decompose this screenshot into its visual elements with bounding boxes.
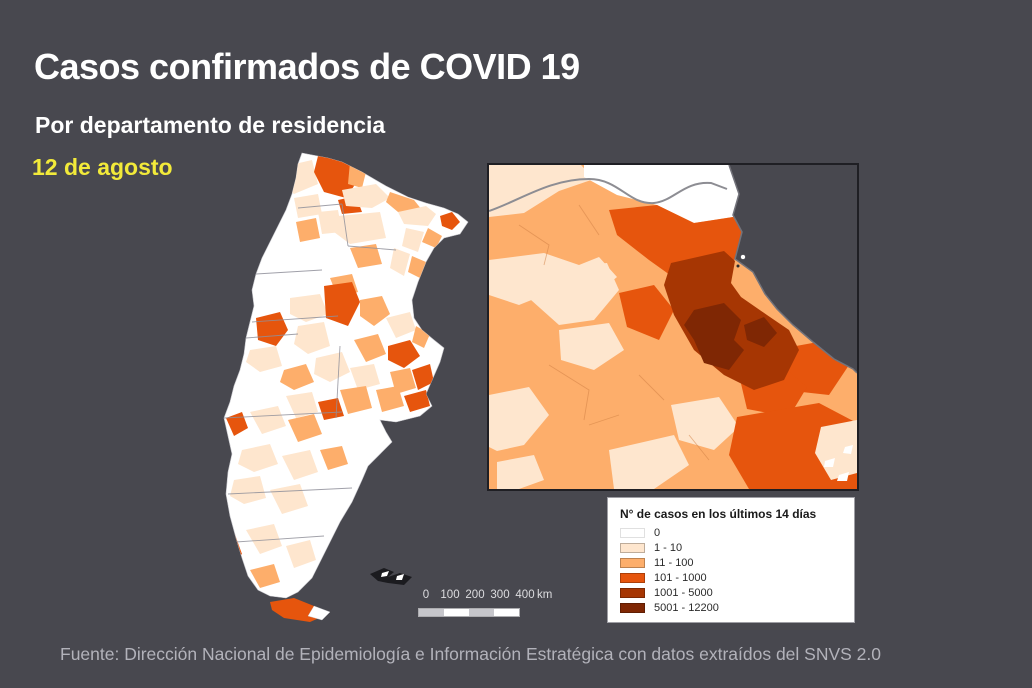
legend-item: 0 [620, 525, 842, 540]
inset-darkest-cluster [684, 303, 777, 370]
page-subtitle: Por departamento de residencia [35, 112, 386, 138]
page-title: Casos confirmados de COVID 19 [34, 46, 580, 87]
scale-segment [419, 609, 444, 616]
scale-tick-200: 200 [465, 589, 485, 601]
legend-swatch-5001-12200 [620, 602, 645, 613]
legend-label: 1001 - 5000 [654, 586, 713, 599]
river-line [489, 177, 728, 212]
malvinas-islands [370, 568, 412, 585]
tierra-del-fuego [270, 598, 331, 622]
legend-item: 101 - 1000 [620, 570, 842, 585]
coast-islet [736, 264, 740, 268]
inset-department-lines [518, 204, 710, 461]
scale-bar-labels: 0 100 200 300 400 km [415, 589, 575, 603]
scale-tick-100: 100 [440, 589, 460, 601]
legend: N° de casos en los últimos 14 días 0 1 -… [607, 497, 855, 623]
inset-white-region [584, 165, 739, 223]
argentina-map [223, 152, 469, 622]
scale-segment [444, 609, 469, 616]
date-label: 12 de agosto [32, 154, 173, 180]
scale-unit: km [537, 589, 553, 601]
inset-white-specks [824, 445, 853, 481]
legend-swatch-1001-5000 [620, 587, 645, 598]
rio-de-la-plata-water [729, 165, 857, 373]
source-text: Fuente: Dirección Nacional de Epidemiolo… [60, 644, 882, 664]
legend-item: 11 - 100 [620, 555, 842, 570]
legend-label: 11 - 100 [654, 556, 694, 569]
scale-tick-0: 0 [422, 589, 430, 601]
inset-map-frame [487, 163, 859, 491]
province-borders [224, 203, 397, 543]
legend-label: 1 - 10 [654, 541, 683, 554]
department-patches [224, 156, 460, 588]
scale-bar-track [418, 608, 520, 617]
scale-tick-400: 400 [515, 589, 535, 601]
legend-item: 5001 - 12200 [620, 600, 842, 615]
scale-bar: 0 100 200 300 400 km [415, 589, 575, 623]
legend-swatch-0 [620, 527, 645, 538]
scale-tick-300: 300 [490, 589, 510, 601]
legend-item: 1001 - 5000 [620, 585, 842, 600]
delta-island [740, 254, 746, 260]
scale-segment [494, 609, 519, 616]
legend-title: N° de casos en los últimos 14 días [620, 507, 817, 521]
inset-peach-patches [489, 165, 739, 489]
legend-label: 0 [654, 526, 661, 539]
legend-swatch-101-1000 [620, 572, 645, 583]
coastline [728, 165, 857, 374]
legend-swatch-11-100 [620, 557, 645, 568]
scale-segment [469, 609, 494, 616]
legend-label: 5001 - 12200 [654, 601, 719, 614]
legend-swatch-1-10 [620, 542, 645, 553]
legend-label: 101 - 1000 [654, 571, 707, 584]
legend-item: 1 - 10 [620, 540, 842, 555]
inset-map [489, 165, 857, 489]
